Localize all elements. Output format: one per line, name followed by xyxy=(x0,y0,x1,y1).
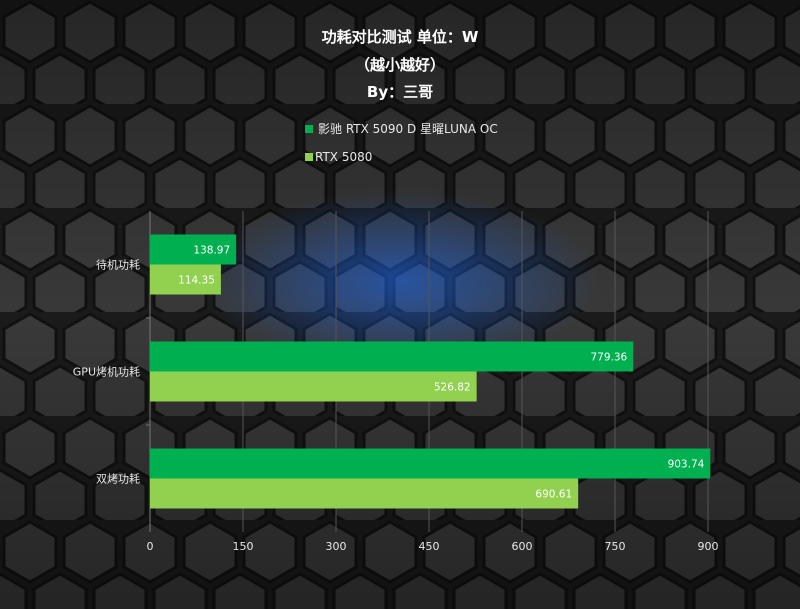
legend-label: RTX 5080 xyxy=(315,150,373,164)
bar xyxy=(150,478,579,509)
data-label: 690.61 xyxy=(535,489,572,501)
legend-swatch xyxy=(305,153,313,161)
legend-swatch xyxy=(305,124,313,133)
bar xyxy=(150,264,221,295)
category-label: GPU烤机功耗 xyxy=(73,365,140,379)
category-label: 待机功耗 xyxy=(96,258,140,272)
bar xyxy=(150,234,237,265)
x-tick-label: 450 xyxy=(419,540,440,553)
legend-item-series-2: RTX 5080 xyxy=(305,150,372,164)
bar xyxy=(150,448,711,479)
x-tick-label: 150 xyxy=(233,540,254,553)
data-label: 903.74 xyxy=(668,459,705,471)
x-tick-label: 750 xyxy=(605,540,626,553)
bar xyxy=(150,371,477,402)
legend-label: 影驰 RTX 5090 D 星曜LUNA OC xyxy=(318,122,498,136)
chart-title: 功耗对比测试 单位：W xyxy=(321,28,479,46)
data-label: 138.97 xyxy=(193,245,230,257)
chart-subtitle: （越小越好） xyxy=(354,56,445,74)
x-tick-label: 300 xyxy=(326,540,347,553)
chart-author: By：三哥 xyxy=(366,83,434,101)
legend-item-series-1: 影驰 RTX 5090 D 星曜LUNA OC xyxy=(305,120,498,137)
x-tick-label: 900 xyxy=(698,540,719,553)
category-label: 双烤功耗 xyxy=(96,472,140,486)
data-label: 114.35 xyxy=(178,275,215,287)
data-label: 526.82 xyxy=(434,382,471,394)
x-tick-label: 0 xyxy=(147,540,154,553)
x-tick-label: 600 xyxy=(512,540,533,553)
bar xyxy=(150,341,634,372)
data-label: 779.36 xyxy=(590,352,627,364)
